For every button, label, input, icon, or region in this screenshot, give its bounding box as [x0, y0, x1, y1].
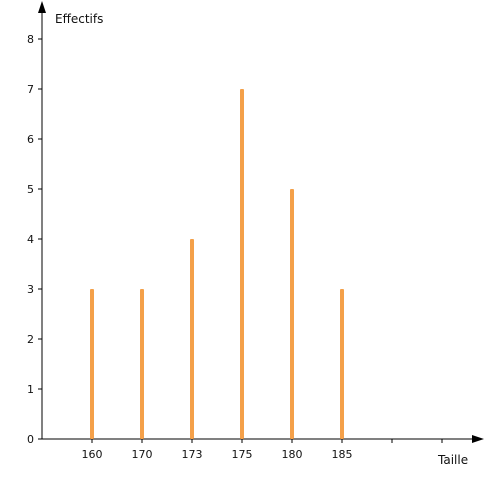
y-tick-label: 4	[27, 233, 34, 246]
y-tick-label: 3	[27, 283, 34, 296]
y-axis-title: Effectifs	[55, 12, 103, 26]
y-tick-label: 5	[27, 183, 34, 196]
y-axis-ticks: 0 1 2 3 4 5 6 7 8	[27, 33, 42, 446]
bar	[90, 289, 94, 439]
y-tick-label: 8	[27, 33, 34, 46]
x-tick-label: 180	[282, 448, 303, 461]
bar	[290, 189, 294, 439]
y-tick-label: 6	[27, 133, 34, 146]
x-tick-label: 160	[82, 448, 103, 461]
bar	[340, 289, 344, 439]
x-tick-label: 175	[232, 448, 253, 461]
y-tick-label: 0	[27, 433, 34, 446]
x-tick-label: 170	[132, 448, 153, 461]
x-tick-label: 185	[332, 448, 353, 461]
y-axis-arrow	[38, 1, 46, 13]
x-axis-arrow	[472, 435, 484, 443]
x-tick-label: 173	[182, 448, 203, 461]
y-tick-label: 2	[27, 333, 34, 346]
bar	[240, 89, 244, 439]
bar	[140, 289, 144, 439]
x-axis-ticks: 160 170 173 175 180 185	[82, 439, 443, 461]
y-tick-label: 7	[27, 83, 34, 96]
bars	[90, 89, 344, 439]
bar	[190, 239, 194, 439]
x-axis-title: Taille	[437, 453, 468, 467]
axes	[38, 1, 484, 443]
y-tick-label: 1	[27, 383, 34, 396]
